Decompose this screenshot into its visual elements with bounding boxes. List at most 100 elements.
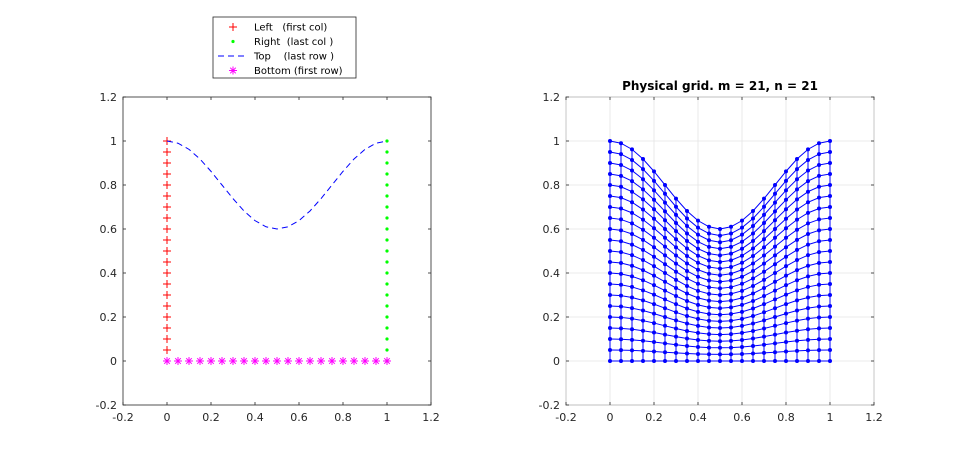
mesh-node: [707, 359, 711, 363]
mesh-node: [608, 205, 612, 209]
mesh-node: [663, 306, 667, 311]
mesh-node: [718, 246, 722, 251]
mesh-node: [784, 302, 788, 307]
mesh-node: [696, 267, 700, 272]
mesh-node: [751, 351, 755, 356]
mesh-node: [773, 332, 777, 337]
mesh-node: [641, 298, 645, 303]
mesh-node: [817, 162, 821, 167]
mesh-node: [740, 225, 744, 230]
mesh-node: [674, 310, 678, 315]
mesh-node: [784, 349, 788, 354]
mesh-node: [740, 337, 744, 342]
mesh-node: [773, 288, 777, 293]
mesh-node: [806, 242, 810, 247]
right-boundary-marker: [385, 348, 389, 352]
mesh-node: [619, 250, 623, 255]
bottom-boundary-legend-label: Bottom (first row): [254, 66, 343, 77]
left-boundary-marker: [163, 335, 171, 343]
mesh-node: [817, 184, 821, 189]
right-boundary-marker: [385, 227, 389, 231]
mesh-node: [696, 337, 700, 342]
mesh-node: [641, 227, 645, 232]
left-boundary-marker: [163, 225, 171, 233]
right-boundary-marker: [385, 282, 389, 286]
mesh-node: [817, 206, 821, 211]
mesh-node: [784, 207, 788, 212]
mesh-node: [751, 298, 755, 303]
physical-grid-plot-xtick-label: 0.6: [733, 411, 751, 424]
mesh-node: [641, 268, 645, 273]
mesh-node: [795, 268, 799, 273]
mesh-node: [630, 168, 634, 173]
mesh-node: [729, 338, 733, 343]
mesh-node: [740, 323, 744, 328]
mesh-node: [641, 359, 645, 363]
mesh-node: [652, 235, 656, 240]
mesh-node: [718, 306, 722, 311]
mesh-node: [707, 238, 711, 243]
mesh-node: [707, 244, 711, 249]
mesh-node: [641, 167, 645, 172]
mesh-node: [652, 245, 656, 250]
mesh-node: [608, 194, 612, 198]
mesh-node: [828, 293, 832, 297]
mesh-node: [674, 229, 678, 234]
mesh-node: [751, 359, 755, 363]
mesh-node: [707, 271, 711, 276]
mesh-node: [762, 310, 766, 315]
mesh-node: [729, 258, 733, 263]
left-boundary-marker: [163, 181, 171, 189]
mesh-node: [718, 253, 722, 258]
mesh-node: [663, 315, 667, 319]
mesh-node: [707, 332, 711, 337]
right-boundary-marker: [385, 304, 389, 308]
mesh-node: [696, 344, 700, 349]
mesh-node: [806, 168, 810, 173]
boundary-plot-xtick-label: 0: [164, 411, 171, 424]
mesh-node: [817, 271, 821, 276]
mesh-node: [828, 249, 832, 253]
physical-grid-plot-ytick-label: 1.2: [543, 91, 561, 104]
bottom-boundary-marker: [350, 357, 358, 365]
left-boundary-legend-marker: [229, 23, 237, 31]
mesh-node: [663, 253, 667, 258]
mesh-node: [718, 240, 722, 245]
mesh-node: [773, 200, 777, 205]
mesh-node: [608, 260, 612, 264]
mesh-node: [619, 141, 623, 146]
mesh-node: [795, 207, 799, 212]
mesh-node: [784, 359, 788, 363]
mesh-node: [762, 261, 766, 266]
mesh-node: [619, 239, 623, 244]
mesh-node: [828, 216, 832, 220]
mesh-node: [619, 315, 623, 320]
mesh-node: [740, 232, 744, 237]
bottom-boundary-marker: [218, 357, 226, 365]
left-boundary-marker: [163, 236, 171, 244]
mesh-node: [641, 278, 645, 283]
mesh-node: [641, 237, 645, 242]
mesh-node: [784, 273, 788, 278]
mesh-node: [652, 169, 656, 174]
mesh-node: [795, 338, 799, 343]
mesh-node: [696, 260, 700, 265]
left-boundary-marker: [163, 192, 171, 200]
mesh-node: [817, 282, 821, 287]
mesh-node: [806, 157, 810, 162]
mesh-node: [751, 336, 755, 341]
mesh-node: [685, 343, 689, 348]
mesh-node: [652, 273, 656, 278]
mesh-node: [718, 352, 722, 357]
mesh-node: [806, 263, 810, 268]
mesh-node: [762, 334, 766, 339]
boundary-plot-axes-box: [122, 96, 432, 406]
mesh-node: [806, 295, 810, 300]
boundary-legend: Left (first col) Right (last col ) Top (la…: [212, 16, 357, 79]
mesh-node: [740, 253, 744, 258]
mesh-node: [806, 284, 810, 289]
right-boundary-marker: [385, 337, 389, 341]
mesh-node: [740, 316, 744, 321]
mesh-node: [729, 224, 733, 229]
